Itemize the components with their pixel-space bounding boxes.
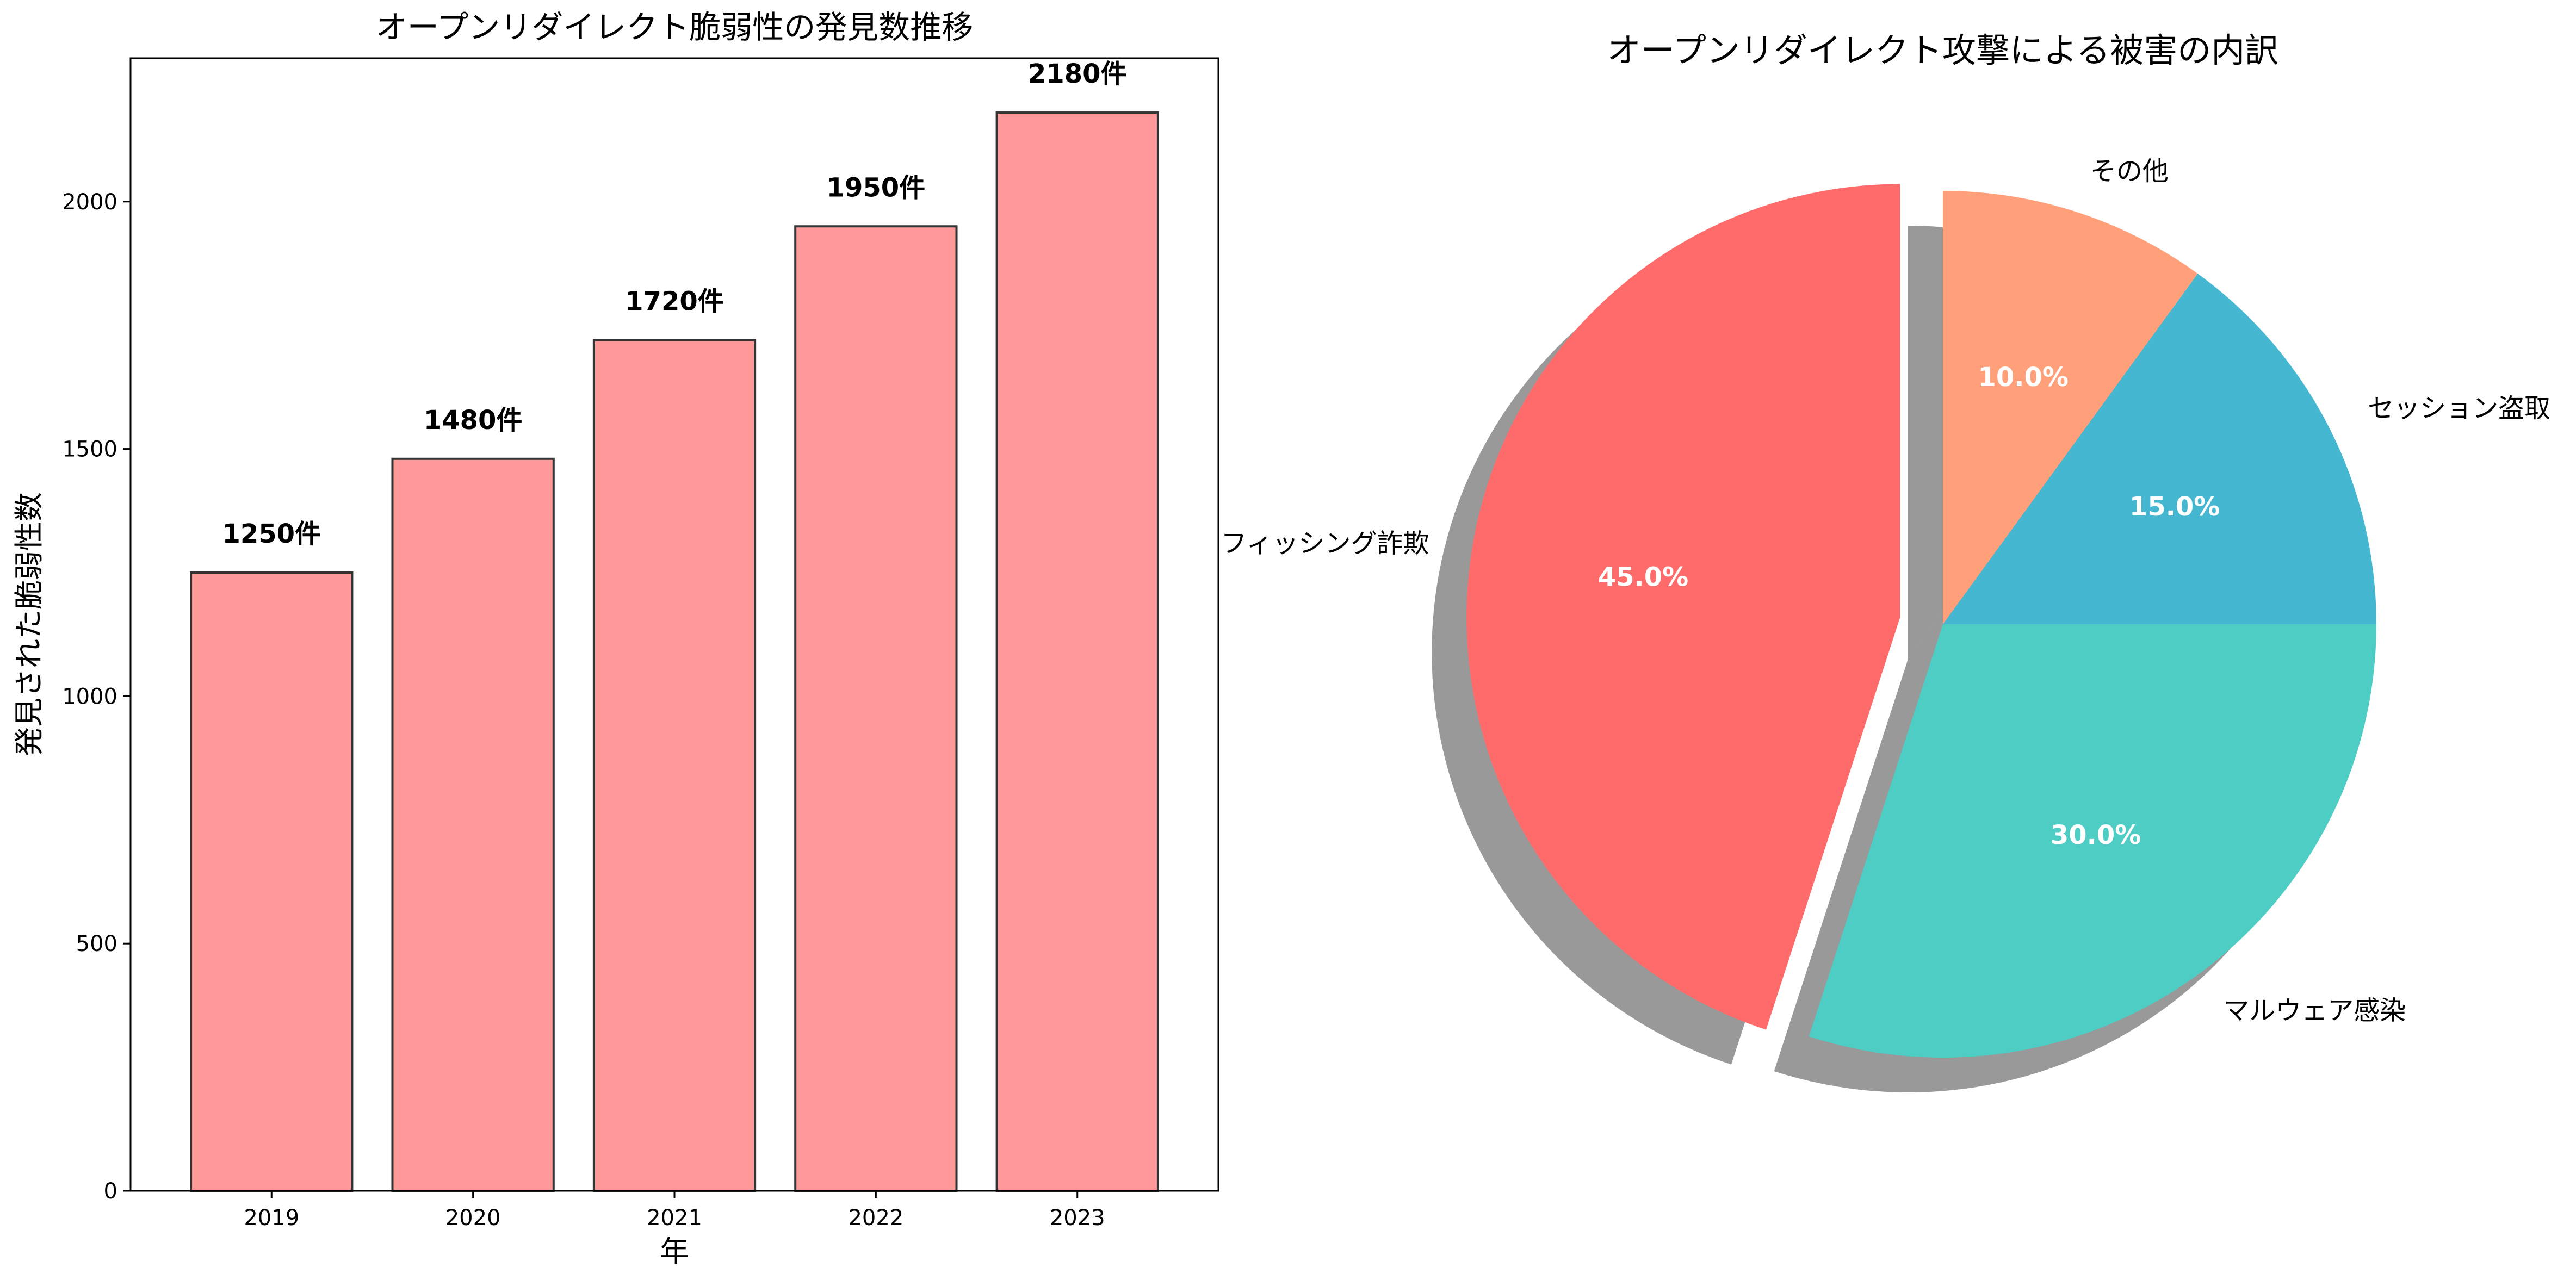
bar-x-tick-label: 2021 — [647, 1206, 702, 1231]
bar-y-axis-label: 発見された脆弱性数 — [12, 492, 46, 756]
pie-slice-フィッシング詐欺 — [1466, 184, 1900, 1030]
bar-2022 — [794, 225, 958, 1192]
pie-slices — [1466, 184, 2376, 1058]
pie-percent-label: 10.0% — [1978, 362, 2069, 393]
bar-2021 — [592, 339, 757, 1192]
bar-value-label: 1250件 — [222, 519, 321, 549]
bar-x-tick-label: 2020 — [445, 1206, 501, 1231]
bar-y-tick-label: 1500 — [62, 437, 117, 462]
pie-slice-label: フィッシング詐欺 — [1221, 528, 1429, 558]
bar-value-label: 1480件 — [424, 405, 523, 436]
pie-labels: フィッシング詐欺 45.0% マルウェア感染 30.0% セッション盗取 15.0% その他… — [1221, 156, 2550, 1026]
bar-x-tick-label: 2019 — [244, 1206, 299, 1231]
bar-y-tick-label: 1000 — [62, 684, 117, 709]
bar-2023 — [995, 111, 1159, 1192]
bar-bars: 1250件 1480件 1720件 1950件 2180件 — [190, 59, 1159, 1192]
pie-slice-label: その他 — [2090, 156, 2169, 187]
pie-percent-label: 15.0% — [2129, 492, 2220, 522]
pie-percent-label: 45.0% — [1598, 562, 1689, 593]
bar-x-axis-label: 年 — [660, 1234, 689, 1269]
pie-chart: オープンリダイレクト攻撃による被害の内訳 フィッシング詐欺 45.0% マルウェア感… — [1221, 30, 2550, 1093]
bar-y-tick-label: 500 — [76, 931, 117, 956]
pie-percent-label: 30.0% — [2051, 820, 2141, 850]
bar-x-tick-label: 2023 — [1050, 1206, 1105, 1231]
pie-slice-label: マルウェア感染 — [2223, 995, 2406, 1026]
pie-slice-label: セッション盗取 — [2368, 393, 2550, 424]
bar-value-label: 1720件 — [625, 286, 724, 316]
bar-plot-frame — [129, 57, 1219, 1192]
bar-y-tick-label: 0 — [104, 1179, 117, 1204]
pie-slice-セッション盗取 — [1943, 274, 2376, 624]
bar-value-label: 1950件 — [827, 172, 926, 203]
bar-chart: 0 500 1000 1500 2000 1250件 1480件 1720件 1950件 218… — [12, 9, 1219, 1269]
bar-value-label: 2180件 — [1028, 59, 1127, 89]
bar-2019 — [190, 571, 354, 1192]
bar-x-ticks: 2019 2020 2021 2022 2023 — [244, 1191, 1105, 1231]
bar-2020 — [391, 457, 555, 1192]
bar-chart-title: オープンリダイレクト脆弱性の発見数推移 — [376, 9, 974, 46]
pie-slice-その他 — [1943, 191, 2198, 624]
pie-chart-title: オープンリダイレクト攻撃による被害の内訳 — [1607, 30, 2278, 70]
bar-x-tick-label: 2022 — [848, 1206, 903, 1231]
bar-y-tick-label: 2000 — [62, 190, 117, 215]
bar-y-ticks: 0 500 1000 1500 2000 — [62, 190, 131, 1204]
pie-slice-マルウェア感染 — [1809, 624, 2376, 1058]
